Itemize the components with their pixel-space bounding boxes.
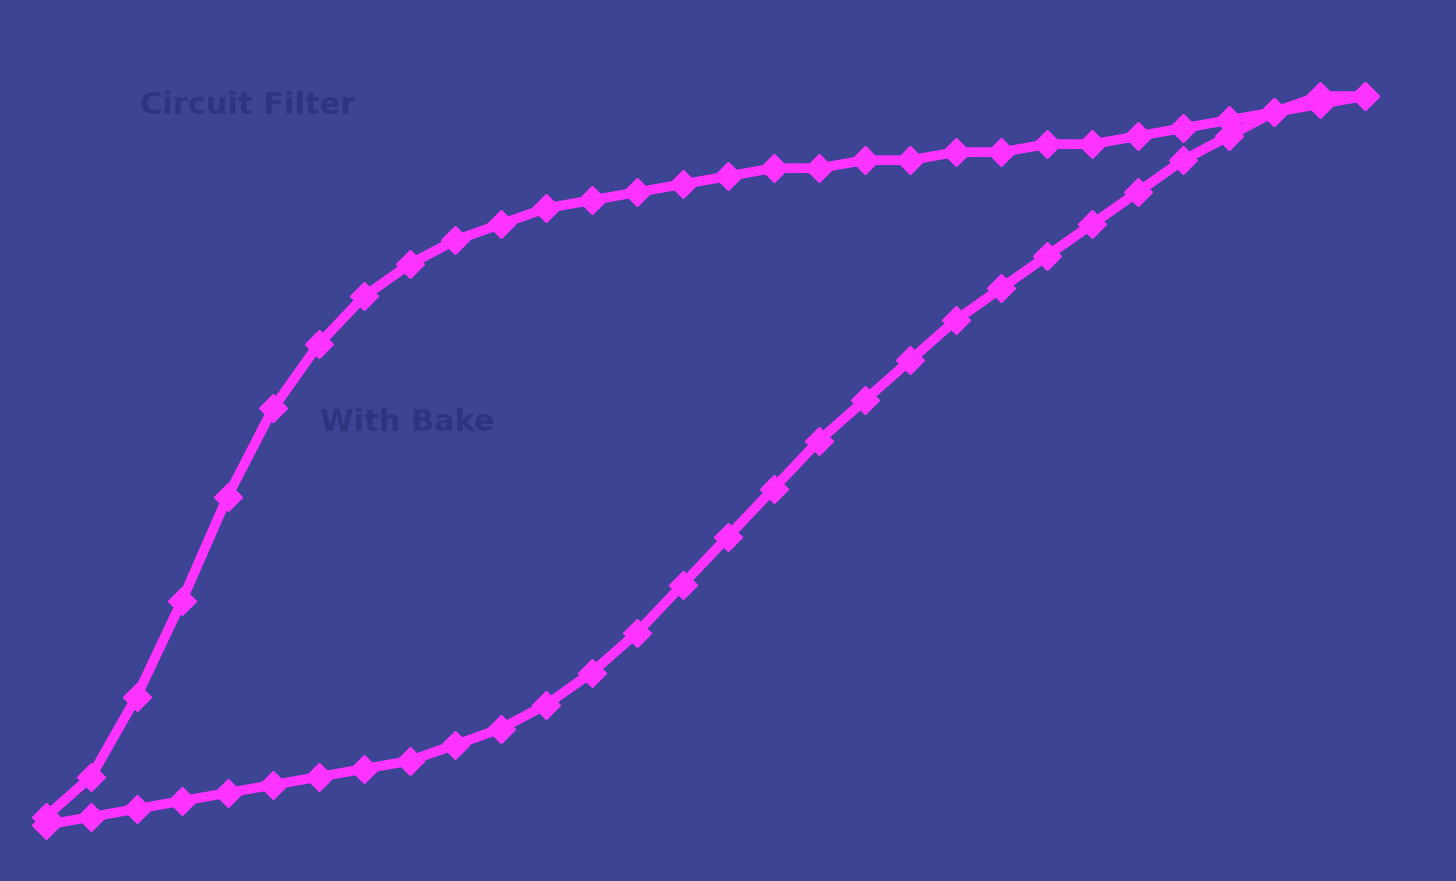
Text: With Bake: With Bake — [320, 409, 495, 437]
Text: Circuit Filter: Circuit Filter — [140, 92, 355, 120]
